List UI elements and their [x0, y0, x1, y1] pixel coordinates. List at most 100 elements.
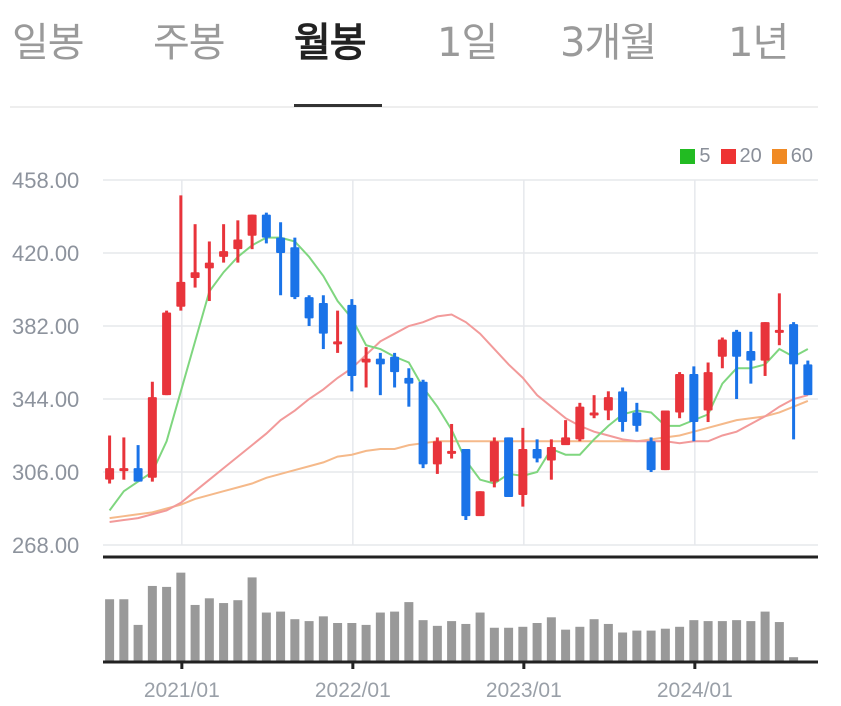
volume-bar [119, 599, 129, 661]
candle-down [632, 412, 642, 426]
candle-down [646, 441, 656, 471]
ma-line-ma20 [109, 313, 809, 523]
volume-bar [532, 623, 542, 661]
volume-bar [746, 621, 756, 661]
candle-up [162, 312, 172, 396]
ma60-swatch-icon [771, 149, 787, 164]
candle-up [333, 341, 343, 345]
candle-up [703, 372, 713, 411]
candle-up [447, 450, 457, 454]
volume-bar [504, 627, 514, 661]
candle-up [575, 406, 585, 440]
volume-bar [432, 625, 442, 661]
volume-bar [276, 611, 286, 661]
candle-up [518, 448, 528, 496]
volume-bar [347, 623, 357, 661]
candle-up [475, 491, 485, 517]
volume-bar [361, 624, 371, 661]
candle-down [290, 247, 300, 298]
volume-bar [147, 585, 157, 661]
tab-3months[interactable]: 3개월 [560, 20, 657, 66]
candle-down [789, 324, 799, 365]
volume-bar [461, 623, 471, 661]
ma5-swatch-icon [680, 149, 696, 164]
volume-bar [675, 626, 685, 661]
candle-up [361, 358, 371, 363]
y-tick-label: 344.00 [12, 387, 79, 412]
y-tick-label: 458.00 [12, 168, 79, 193]
volume-bar [290, 619, 300, 661]
candles [105, 195, 813, 521]
tab-1day[interactable]: 1일 [437, 20, 498, 66]
candle-down [689, 374, 699, 423]
candle-down [347, 304, 357, 376]
chart-grid [103, 179, 818, 559]
tabs-divider [10, 106, 818, 108]
y-axis: 458.00 420.00 382.00 344.00 306.00 268.00 [12, 168, 79, 558]
candle-up [760, 322, 770, 361]
volume-bar [204, 598, 214, 661]
volume-bar [390, 611, 400, 661]
volume-bar [176, 572, 186, 661]
volume-bar [190, 604, 200, 661]
period-tabs: 일봉 주봉 월봉 1일 3개월 1년 [0, 0, 841, 108]
volume-bar [618, 632, 628, 661]
volume-bar [717, 621, 727, 661]
tab-weekly[interactable]: 주봉 [153, 20, 226, 66]
candle-down [276, 237, 286, 253]
candle-up [219, 251, 229, 257]
volume-bar [589, 619, 599, 661]
volume-bar [575, 626, 585, 661]
candle-up [675, 374, 685, 413]
candle-up [105, 468, 115, 480]
candle-up [432, 441, 442, 465]
candle-up [489, 441, 499, 482]
volume-bar [789, 657, 799, 661]
candle-up [204, 262, 214, 269]
volume-bar [518, 626, 528, 661]
volume-bar [105, 599, 115, 661]
volume-bar [561, 629, 571, 661]
y-tick-label: 420.00 [12, 241, 79, 266]
candle-up [660, 410, 670, 471]
candle-up [561, 437, 571, 446]
candle-down [375, 358, 385, 365]
tab-1year[interactable]: 1년 [728, 20, 789, 66]
ma20-swatch-icon [720, 149, 736, 164]
tab-daily[interactable]: 일봉 [12, 20, 85, 66]
volume-bar [646, 630, 656, 661]
candle-up [147, 397, 157, 478]
candle-down [618, 391, 628, 423]
candle-up [247, 214, 257, 236]
x-tick-label: 2024/01 [657, 679, 733, 702]
candle-up [589, 412, 599, 416]
volume-bar [318, 616, 328, 661]
active-tab-indicator [294, 104, 382, 107]
volume-bar [689, 620, 699, 661]
volume-bar [603, 623, 613, 661]
ma-line-ma60 [109, 399, 809, 520]
legend-item-ma60: 60 [771, 145, 813, 168]
candle-up [119, 468, 129, 472]
volume-bar [162, 586, 172, 661]
candle-down [732, 331, 742, 357]
volume-bar [703, 621, 713, 661]
moving-averages [108, 236, 809, 523]
volume-bar [304, 621, 314, 661]
volume-bar [418, 620, 428, 661]
x-tick-label: 2023/01 [486, 679, 562, 702]
candle-down [404, 377, 414, 384]
y-tick-label: 268.00 [12, 533, 79, 558]
volume-bar [247, 577, 257, 661]
y-tick-label: 382.00 [12, 314, 79, 339]
candle-down [133, 468, 143, 482]
candle-up [603, 397, 613, 411]
x-axis: 2021/01 2022/01 2023/01 2024/01 [144, 661, 733, 702]
candle-down [504, 437, 514, 497]
volume-bar [489, 627, 499, 661]
volume-bars [103, 572, 818, 664]
volume-bar [475, 612, 485, 661]
candle-down [418, 381, 428, 465]
candle-down [318, 302, 328, 334]
tab-monthly[interactable]: 월봉 [294, 20, 367, 66]
